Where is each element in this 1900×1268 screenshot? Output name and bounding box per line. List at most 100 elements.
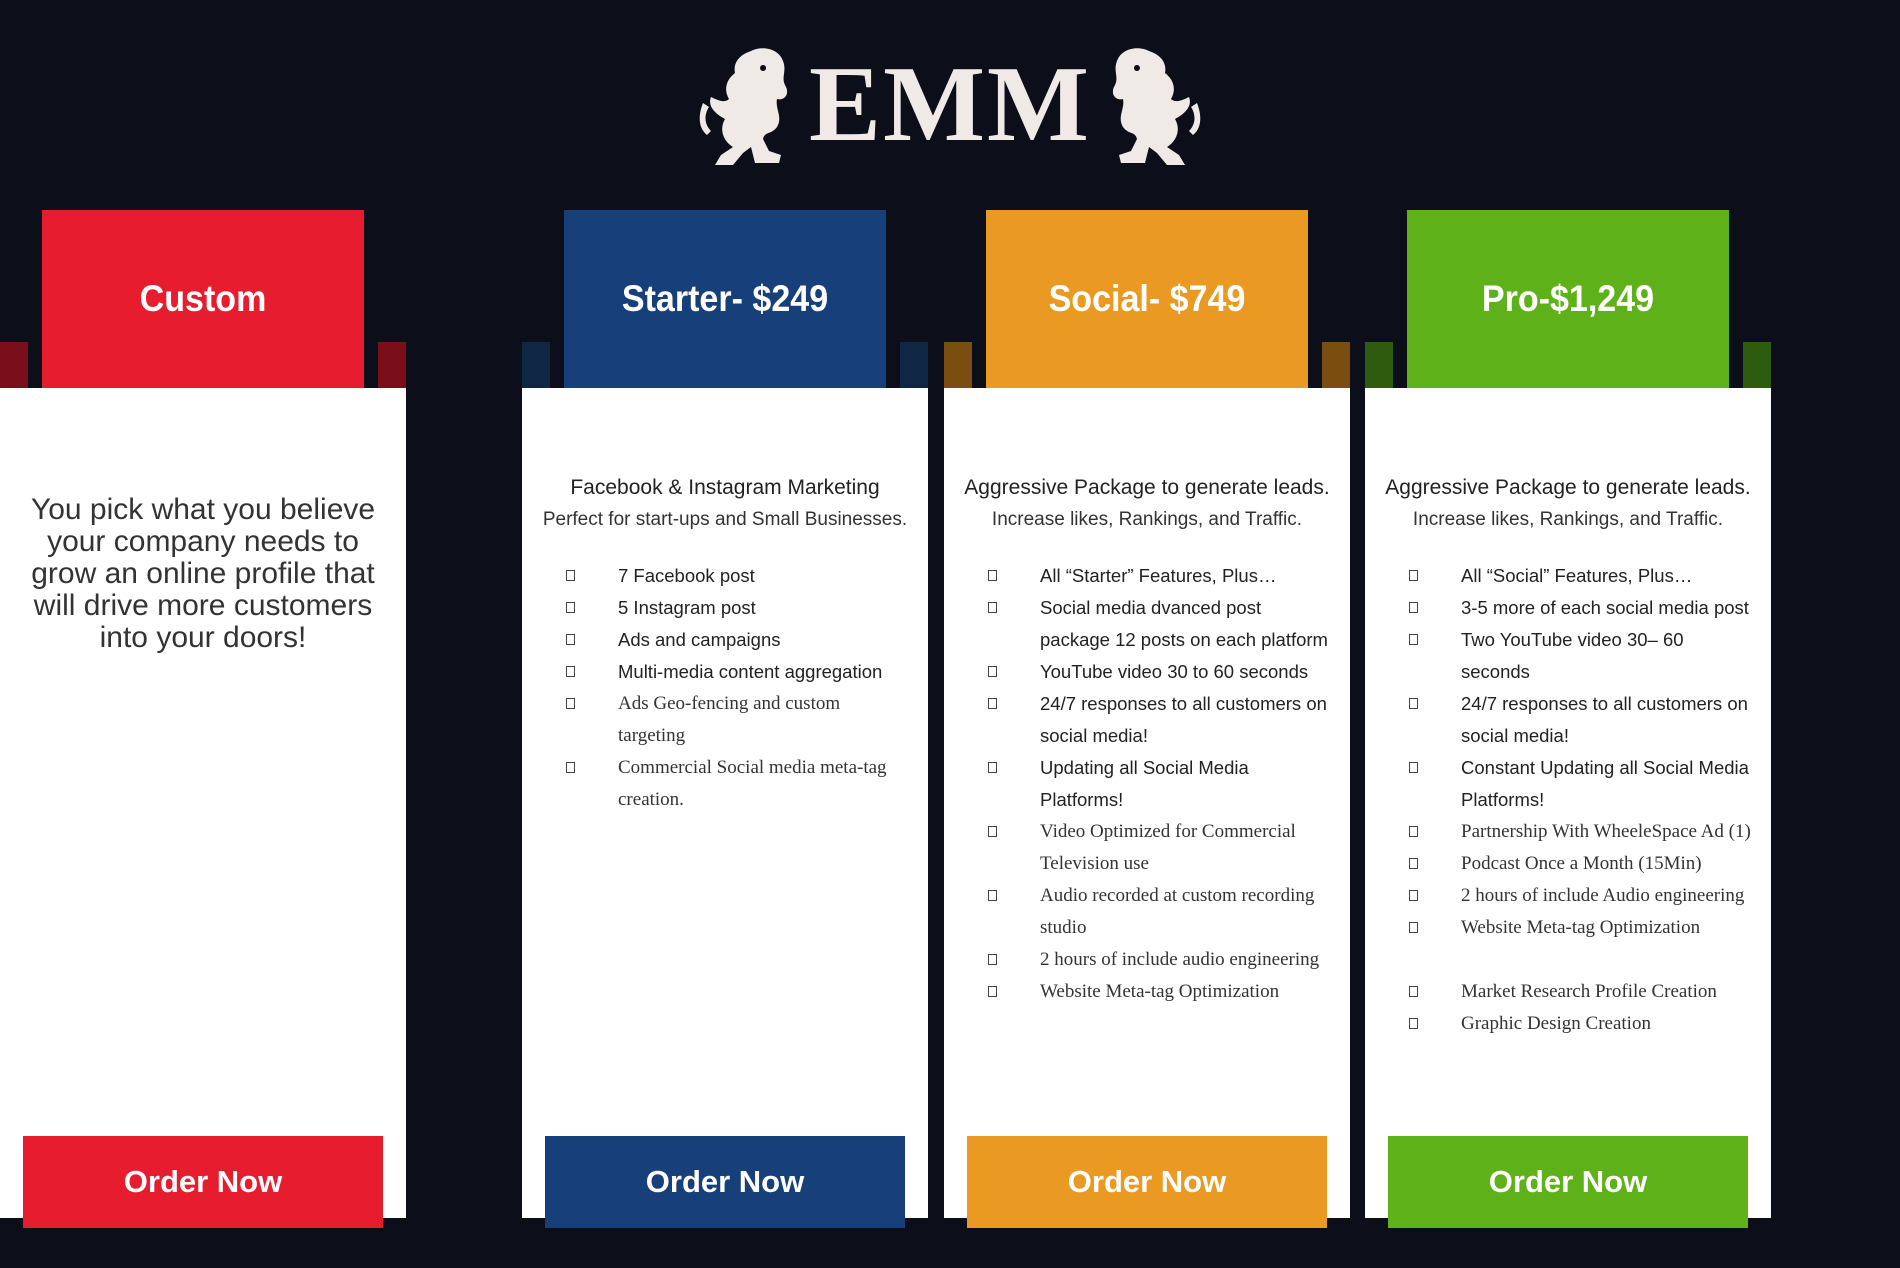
- plan-intro: Aggressive Package to generate leads. In…: [964, 472, 1330, 536]
- feature-text: 2 hours of include audio engineering: [1040, 949, 1320, 970]
- feature-item: Partnership With WheeleSpace Ad (1): [1409, 816, 1753, 848]
- feature-item: Audio recorded at custom recording studi…: [988, 880, 1332, 944]
- checkbox-icon: [1409, 922, 1418, 933]
- feature-text: Website Meta-tag Optimization: [1040, 981, 1280, 1002]
- feature-list: All “Social” Features, Plus… 3-5 more of …: [1365, 560, 1771, 1040]
- order-now-button-social[interactable]: Order Now: [967, 1136, 1327, 1228]
- plan-intro-subtext: Increase likes, Rankings, and Traffic.: [991, 509, 1303, 530]
- feature-text: Multi-media content aggregation: [618, 661, 883, 682]
- checkbox-icon: [1409, 602, 1418, 613]
- checkbox-icon: [1409, 826, 1418, 837]
- checkbox-icon: [1409, 1018, 1418, 1029]
- plan-title: Custom: [42, 210, 364, 388]
- pricing-card-starter: Starter- $249 Facebook & Instagram Marke…: [522, 210, 928, 1228]
- feature-item: Updating all Social Media Platforms!: [988, 752, 1332, 816]
- lion-right-icon: [1112, 47, 1201, 165]
- feature-list: 7 Facebook post 5 Instagram post Ads and c…: [522, 560, 928, 816]
- plan-intro: Aggressive Package to generate leads. In…: [1385, 472, 1751, 536]
- checkbox-icon: [566, 762, 575, 773]
- checkbox-icon: [1409, 858, 1418, 869]
- feature-item: All “Starter” Features, Plus…: [988, 560, 1332, 592]
- pricing-card-custom: Custom You pick what you believe your co…: [0, 210, 406, 1228]
- order-now-button-pro[interactable]: Order Now: [1388, 1136, 1748, 1228]
- checkbox-icon: [1409, 698, 1418, 709]
- checkbox-icon: [566, 570, 575, 581]
- feature-item: 5 Instagram post: [566, 592, 910, 624]
- feature-item: Graphic Design Creation: [1409, 1008, 1753, 1040]
- checkbox-icon: [988, 570, 997, 581]
- feature-text: 24/7 responses to all customers on socia…: [1040, 693, 1327, 746]
- feature-item: All “Social” Features, Plus…: [1409, 560, 1753, 592]
- ribbon-fold-left: [1365, 342, 1393, 388]
- feature-item: Commercial Social media meta-tag creatio…: [566, 752, 910, 816]
- feature-text: Partnership With WheeleSpace Ad (1): [1461, 821, 1751, 842]
- feature-text: Commercial Social media meta-tag creatio…: [618, 757, 887, 810]
- feature-text: 2 hours of include Audio engineering: [1461, 885, 1745, 906]
- feature-text: Market Research Profile Creation: [1461, 981, 1717, 1002]
- feature-item: 3-5 more of each social media post: [1409, 592, 1753, 624]
- feature-item: Two YouTube video 30– 60 seconds: [1409, 624, 1753, 688]
- plan-panel: Aggressive Package to generate leads. In…: [944, 388, 1350, 1218]
- plan-intro-heading: Aggressive Package to generate leads.: [1385, 476, 1751, 499]
- feature-item: Video Optimized for Commercial Televisio…: [988, 816, 1332, 880]
- plan-panel: Aggressive Package to generate leads. In…: [1365, 388, 1771, 1218]
- order-now-button-starter[interactable]: Order Now: [545, 1136, 905, 1228]
- checkbox-icon: [1409, 986, 1418, 997]
- ribbon-fold-left: [0, 342, 28, 388]
- feature-text: Updating all Social Media Platforms!: [1040, 757, 1249, 810]
- feature-text: Social media dvanced post package 12 pos…: [1040, 597, 1328, 650]
- checkbox-icon: [566, 698, 575, 709]
- feature-text: Constant Updating all Social Media Platf…: [1461, 757, 1749, 810]
- plan-intro-subtext: Increase likes, Rankings, and Traffic.: [1412, 509, 1724, 530]
- plan-title: Starter- $249: [564, 210, 886, 388]
- pricing-card-social: Social- $749 Aggressive Package to gener…: [944, 210, 1350, 1228]
- checkbox-icon: [1409, 570, 1418, 581]
- feature-item: 24/7 responses to all customers on socia…: [1409, 688, 1753, 752]
- plan-title: Social- $749: [986, 210, 1308, 388]
- feature-text: YouTube video 30 to 60 seconds: [1040, 661, 1309, 682]
- checkbox-icon: [988, 954, 997, 965]
- plan-title: Pro-$1,249: [1407, 210, 1729, 388]
- plan-intro-subtext: Perfect for start-ups and Small Business…: [542, 509, 908, 530]
- feature-item: Ads and campaigns: [566, 624, 910, 656]
- plan-intro: Facebook & Instagram Marketing Perfect f…: [542, 472, 908, 536]
- custom-plan-description: You pick what you believe your company n…: [30, 493, 376, 654]
- checkbox-icon: [566, 602, 575, 613]
- feature-text: 7 Facebook post: [618, 565, 755, 586]
- lion-left-icon: [699, 47, 788, 165]
- plan-intro-heading: Aggressive Package to generate leads.: [964, 476, 1330, 499]
- plan-panel: Facebook & Instagram Marketing Perfect f…: [522, 388, 928, 1218]
- plan-panel: You pick what you believe your company n…: [0, 388, 406, 1218]
- ribbon-fold-left: [522, 342, 550, 388]
- feature-item: 24/7 responses to all customers on socia…: [988, 688, 1332, 752]
- feature-text: Graphic Design Creation: [1461, 1013, 1651, 1034]
- feature-item: 2 hours of include Audio engineering: [1409, 880, 1753, 912]
- feature-text: Two YouTube video 30– 60 seconds: [1461, 629, 1684, 682]
- checkbox-icon: [988, 890, 997, 901]
- checkbox-icon: [566, 634, 575, 645]
- feature-item: YouTube video 30 to 60 seconds: [988, 656, 1332, 688]
- feature-item: Podcast Once a Month (15Min): [1409, 848, 1753, 880]
- feature-item: Website Meta-tag Optimization: [1409, 912, 1753, 944]
- feature-item: 2 hours of include audio engineering: [988, 944, 1332, 976]
- feature-list: All “Starter” Features, Plus… Social medi…: [944, 560, 1350, 1008]
- ribbon-fold-left: [944, 342, 972, 388]
- pricing-card-pro: Pro-$1,249 Aggressive Package to generat…: [1365, 210, 1771, 1228]
- checkbox-icon: [988, 698, 997, 709]
- feature-item: Ads Geo-fencing and custom targeting: [566, 688, 910, 752]
- checkbox-icon: [988, 826, 997, 837]
- order-now-button-custom[interactable]: Order Now: [23, 1136, 383, 1228]
- feature-item: Constant Updating all Social Media Platf…: [1409, 752, 1753, 816]
- feature-text: 5 Instagram post: [618, 597, 756, 618]
- checkbox-icon: [988, 762, 997, 773]
- ribbon-fold-right: [378, 342, 406, 388]
- checkbox-icon: [1409, 890, 1418, 901]
- ribbon-fold-right: [1743, 342, 1771, 388]
- checkbox-icon: [988, 602, 997, 613]
- feature-text: Website Meta-tag Optimization: [1461, 917, 1701, 938]
- ribbon-fold-right: [1322, 342, 1350, 388]
- feature-text: All “Starter” Features, Plus…: [1040, 565, 1277, 586]
- plan-intro-heading: Facebook & Instagram Marketing: [570, 476, 880, 499]
- feature-text: Audio recorded at custom recording studi…: [1040, 885, 1315, 938]
- checkbox-icon: [1409, 634, 1418, 645]
